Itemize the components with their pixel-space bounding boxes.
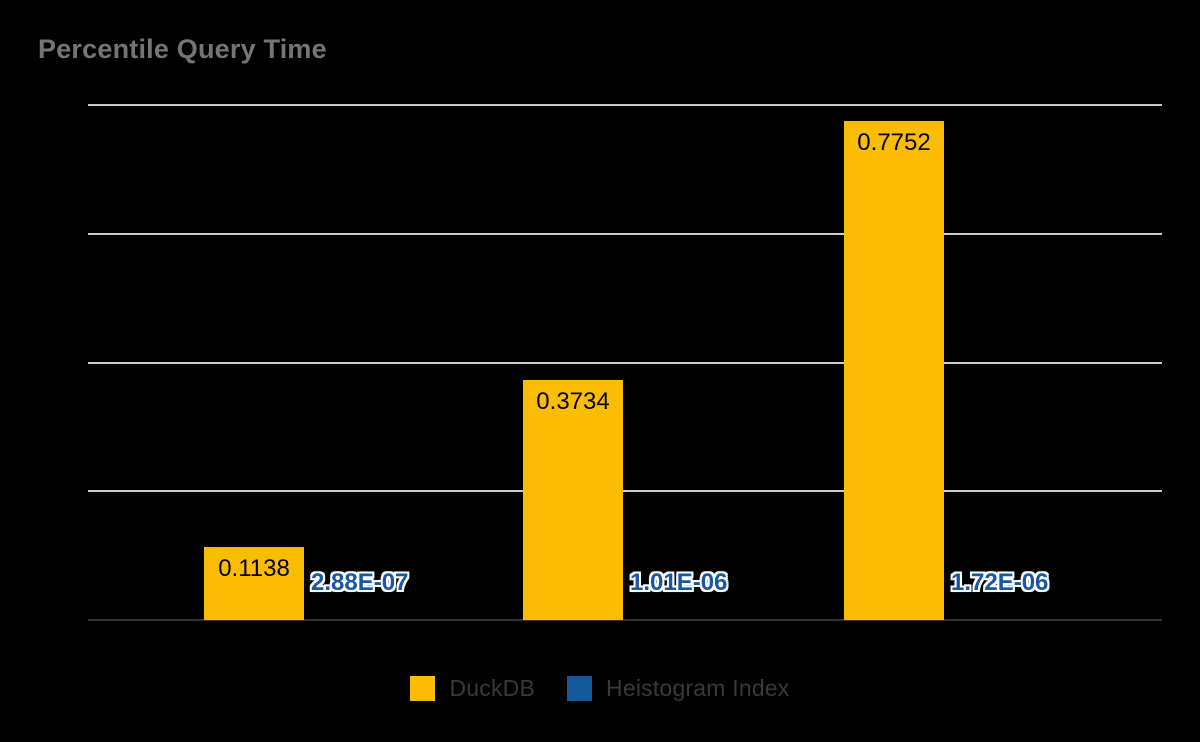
legend-swatch-icon xyxy=(410,676,436,701)
annotation-3: 1.72E-06 xyxy=(951,569,1049,596)
legend-item-heistogram-index[interactable]: Heistogram Index xyxy=(567,675,789,702)
annotation-1: 2.88E-07 xyxy=(311,569,409,596)
bar-value-label: 0.3734 xyxy=(536,388,610,415)
legend-swatch-icon xyxy=(567,676,593,701)
annotation-2: 1.01E-06 xyxy=(630,569,728,596)
bar-duckdb-3[interactable] xyxy=(844,121,944,620)
chart-legend: DuckDB Heistogram Index xyxy=(0,675,1200,702)
gridline xyxy=(88,232,1162,235)
gridline xyxy=(88,361,1162,364)
legend-label: DuckDB xyxy=(449,675,536,701)
chart-title: Percentile Query Time xyxy=(38,34,327,64)
bar-value-label: 0.7752 xyxy=(857,129,931,156)
bar-duckdb-1[interactable] xyxy=(204,547,304,620)
gridline xyxy=(88,104,1162,106)
legend-label: Heistogram Index xyxy=(606,675,790,701)
legend-item-duckdb[interactable]: DuckDB xyxy=(410,675,535,702)
x-axis-baseline xyxy=(88,619,1162,621)
bar-value-label: 0.1138 xyxy=(218,555,290,582)
bar-duckdb-2[interactable] xyxy=(523,380,623,620)
gridline xyxy=(88,490,1162,493)
